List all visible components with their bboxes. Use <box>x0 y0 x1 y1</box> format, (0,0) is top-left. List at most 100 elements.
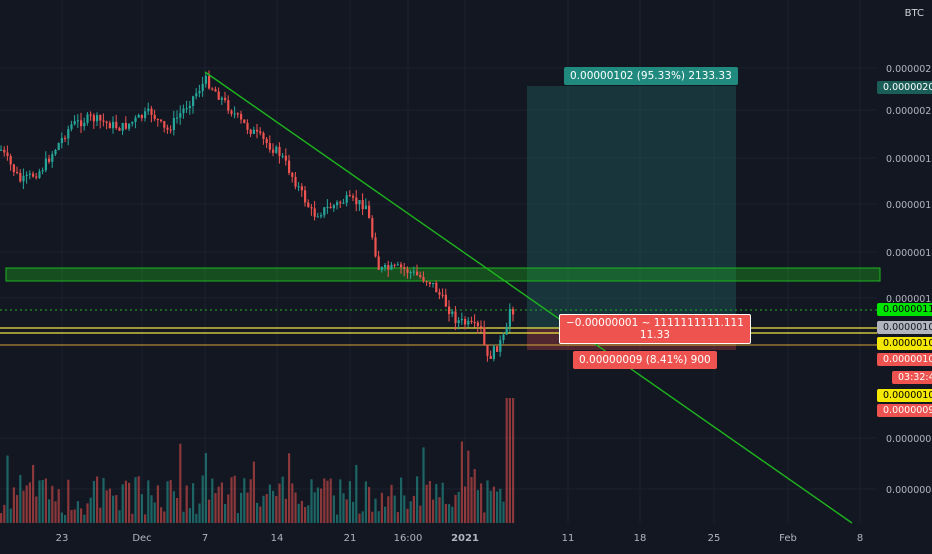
stop-label[interactable]: 0.00000009 (8.41%) 900 <box>573 351 717 369</box>
volume-bar <box>169 480 172 523</box>
candle-body <box>291 172 294 177</box>
currency-unit: BTC <box>904 8 924 19</box>
candle-body <box>80 120 83 127</box>
time-axis-label: 21 <box>344 533 357 544</box>
price-tick-label: 0.00000060 <box>886 434 932 445</box>
candle-body <box>185 108 188 110</box>
candle-body <box>192 96 195 106</box>
time-axis-label: 23 <box>56 533 69 544</box>
volume-bar <box>496 491 499 523</box>
volume-bar <box>483 512 486 523</box>
volume-bar <box>329 478 332 523</box>
candle-body <box>409 272 412 274</box>
candle-body <box>6 152 9 157</box>
volume-bar <box>160 507 163 523</box>
candle-body <box>435 282 438 293</box>
candle-body <box>281 155 284 157</box>
candle-body <box>489 355 492 359</box>
volume-bar <box>76 501 79 523</box>
candle-body <box>448 306 451 315</box>
candle-body <box>12 164 15 173</box>
volume-bar <box>54 501 57 523</box>
volume-bar <box>435 483 438 523</box>
volume-bar <box>294 492 297 523</box>
volume-bar <box>201 475 204 523</box>
candle-body <box>320 215 323 217</box>
entry-label[interactable]: −0.00000001 ~ 1111111111.111 11.33 <box>559 314 751 344</box>
candle-body <box>499 339 502 352</box>
volume-bar <box>64 514 67 523</box>
volume-bar <box>83 514 86 523</box>
volume-bar <box>25 485 28 523</box>
candle-body <box>172 118 175 131</box>
entry-label-line-2: 11.33 <box>639 329 670 341</box>
time-axis-label: Feb <box>779 533 797 544</box>
candle-body <box>275 146 278 153</box>
candle-body <box>265 138 268 144</box>
price-tick-label: 0.00000040 <box>886 485 932 496</box>
volume-bar <box>28 482 31 523</box>
candle-body <box>406 269 409 273</box>
candle-body <box>361 200 364 210</box>
target-label[interactable]: 0.00000102 (95.33%) 2133.33 <box>564 67 738 85</box>
volume-bar <box>348 481 351 523</box>
volume-bar <box>422 447 425 523</box>
volume-bar <box>118 510 121 523</box>
volume-bar <box>374 498 377 523</box>
volume-bar <box>3 504 6 523</box>
volume-bar <box>208 499 211 523</box>
candle-body <box>198 91 201 94</box>
candle-body <box>211 88 214 90</box>
candle-body <box>451 311 454 315</box>
candle-body <box>403 267 406 270</box>
volume-bar <box>464 486 467 523</box>
volume-bar <box>96 476 99 523</box>
volume-bar <box>297 503 300 523</box>
volume-bar <box>147 480 150 523</box>
volume-bar <box>188 508 191 523</box>
candle-body <box>336 202 339 206</box>
candle-body <box>300 186 303 191</box>
volume-bar <box>230 477 233 523</box>
volume-bar <box>396 512 399 523</box>
candle-body <box>310 207 313 209</box>
volume-bar <box>409 501 412 523</box>
candle-body <box>204 75 207 84</box>
volume-bar <box>457 491 460 523</box>
candle-body <box>9 156 12 165</box>
candle-body <box>214 89 217 92</box>
candle-body <box>393 264 396 266</box>
time-axis-label: Dec <box>132 533 151 544</box>
volume-bar <box>115 495 118 523</box>
candle-body <box>432 282 435 285</box>
time-axis-label: 11 <box>562 533 575 544</box>
volume-bar <box>476 490 479 523</box>
volume-bar <box>140 494 143 523</box>
time-axis-label: 2021 <box>451 533 479 544</box>
yellow-level-marker-2: 0.00000105 <box>877 389 932 402</box>
candle-body <box>326 206 329 208</box>
candle-body <box>396 264 399 266</box>
volume-bar <box>256 502 259 523</box>
volume-bar <box>192 483 195 523</box>
candle-body <box>438 292 441 295</box>
volume-bar <box>339 479 342 523</box>
green-level-marker: 0.00000115 <box>877 303 932 316</box>
volume-bar <box>444 503 447 523</box>
volume-bar <box>124 480 127 523</box>
candle-body <box>444 294 447 307</box>
volume-bar <box>166 481 169 523</box>
volume-bar <box>217 486 220 523</box>
volume-bar <box>284 498 287 523</box>
volume-bar <box>438 497 441 523</box>
volume-bar <box>163 511 166 523</box>
volume-bar <box>182 511 185 523</box>
candle-body <box>246 122 249 130</box>
volume-bar <box>51 485 54 523</box>
volume-bar <box>361 511 364 523</box>
volume-bar <box>432 499 435 523</box>
volume-bar <box>243 478 246 523</box>
last-price-marker: 0.00000107 <box>877 321 932 334</box>
